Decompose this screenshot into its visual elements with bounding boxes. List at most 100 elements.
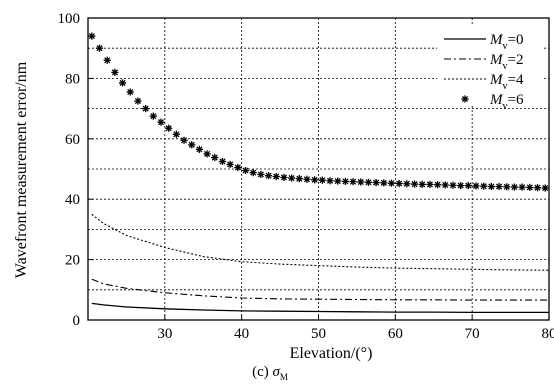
data-point <box>303 175 311 183</box>
data-point <box>257 170 265 179</box>
legend-sub: v <box>503 81 508 92</box>
data-point <box>149 112 157 120</box>
data-point <box>464 182 472 190</box>
data-point <box>403 180 411 188</box>
x-tick-label: 80 <box>542 326 554 342</box>
y-tick-label: 100 <box>58 11 81 27</box>
x-axis-label: Elevation/(°) <box>290 345 373 362</box>
legend-val: =6 <box>508 92 524 108</box>
legend-var: M <box>489 32 504 48</box>
legend-val: =4 <box>508 72 524 88</box>
x-tick-label: 30 <box>157 326 172 342</box>
y-tick-label: 60 <box>65 132 80 148</box>
legend-item: Mv=4 <box>444 72 524 92</box>
data-point <box>280 173 288 182</box>
caption-prefix: (c) <box>252 364 272 380</box>
data-point <box>380 179 388 187</box>
series-m6 <box>88 32 549 192</box>
legend-sub: v <box>503 101 508 112</box>
data-point <box>541 184 549 192</box>
data-point <box>495 182 503 191</box>
data-point <box>357 178 365 186</box>
data-point <box>334 177 342 185</box>
data-point <box>480 182 488 190</box>
data-point <box>364 178 373 186</box>
legend-label: Mv=0 <box>489 32 523 52</box>
data-point <box>418 180 426 189</box>
series-line-0 <box>91 302 549 314</box>
data-point <box>510 183 519 191</box>
figure-caption: (c) σM <box>252 364 288 382</box>
data-point <box>487 182 495 191</box>
data-point <box>180 136 188 144</box>
y-tick-label: 20 <box>65 253 80 269</box>
legend-val: =2 <box>508 52 524 68</box>
data-point <box>234 163 242 172</box>
data-point <box>387 179 396 187</box>
data-point <box>249 169 257 177</box>
data-point <box>165 124 173 132</box>
x-tick-label: 70 <box>465 326 480 342</box>
data-point <box>472 182 480 190</box>
data-point <box>203 150 211 158</box>
legend-var: M <box>489 52 504 68</box>
legend-item: Mv=6 <box>461 92 524 112</box>
legend-val: =0 <box>508 32 524 48</box>
data-point <box>533 184 542 192</box>
data-point <box>95 44 104 52</box>
data-point <box>264 172 273 180</box>
data-point <box>311 176 319 184</box>
data-point <box>272 172 280 181</box>
data-point <box>372 178 380 187</box>
legend-item: Mv=0 <box>444 32 523 52</box>
data-point <box>341 177 349 185</box>
legend-marker <box>461 95 469 103</box>
y-tick-label: 80 <box>65 71 80 87</box>
data-point <box>126 88 134 96</box>
legend-var: M <box>489 92 504 108</box>
y-tick-label: 40 <box>65 192 80 208</box>
legend-label: Mv=4 <box>489 72 524 92</box>
legend-label: Mv=2 <box>489 52 523 72</box>
data-point <box>188 141 196 149</box>
data-point <box>395 179 403 188</box>
ticks: 30 40 50 60 70 80 0 20 40 60 80 100 <box>58 11 554 342</box>
legend-sub: v <box>503 61 508 72</box>
series-group <box>88 32 550 314</box>
series-line-1 <box>91 278 549 301</box>
data-point <box>457 182 465 190</box>
data-point <box>111 68 119 76</box>
data-point <box>449 181 457 189</box>
data-point <box>118 79 127 87</box>
data-point <box>410 180 419 188</box>
data-point <box>433 181 442 189</box>
data-point <box>426 180 434 189</box>
data-point <box>88 32 96 40</box>
x-tick-label: 40 <box>234 326 249 342</box>
series-line-2 <box>91 213 550 271</box>
data-point <box>157 118 165 126</box>
data-point <box>288 174 296 182</box>
caption-subscript: M <box>280 372 288 382</box>
legend-item: Mv=2 <box>444 52 523 72</box>
data-point <box>441 181 449 189</box>
x-tick-label: 60 <box>388 326 403 342</box>
data-point <box>526 183 534 192</box>
data-point <box>326 177 334 185</box>
y-axis-label: Wavefront measurement error/nm <box>13 61 30 278</box>
data-point <box>349 178 357 186</box>
data-point <box>134 97 142 105</box>
data-point <box>218 157 227 166</box>
legend: Mv=0Mv=2Mv=4Mv=6 <box>437 24 544 112</box>
data-point <box>103 56 111 64</box>
caption-symbol: σ <box>272 364 280 380</box>
legend-label: Mv=6 <box>489 92 524 112</box>
data-point <box>503 183 511 191</box>
data-point <box>211 153 219 162</box>
legend-box <box>437 24 544 106</box>
data-point <box>226 160 234 169</box>
data-point <box>318 176 326 184</box>
data-point <box>142 105 150 113</box>
legend-sub: v <box>503 41 508 52</box>
